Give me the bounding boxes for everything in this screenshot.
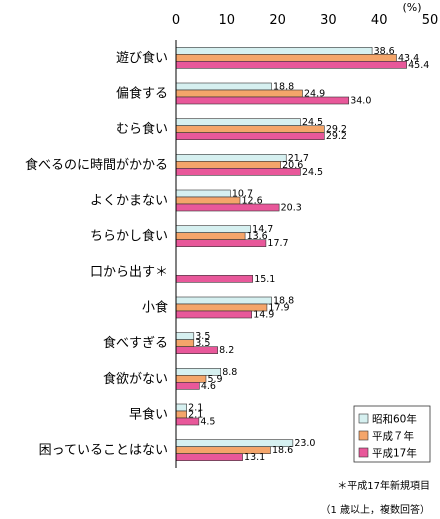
bar [175,239,267,247]
value-label: 4.6 [201,381,216,392]
value-label: 13.1 [244,452,265,463]
bar [175,61,407,69]
value-label: 17.7 [267,238,288,249]
category-label: むら食い [116,121,168,137]
bar [175,453,243,461]
x-tick-label: 0 [172,13,180,28]
category-label: よくかまない [90,194,168,209]
value-label: 14.9 [253,310,274,321]
legend-swatch [358,413,369,424]
value-label: 34.0 [350,96,371,107]
x-tick-label: 20 [269,13,286,28]
value-label: 18.8 [273,82,294,93]
bar [175,403,187,412]
legend-label: 平成17年 [372,447,417,460]
bar [175,296,272,305]
value-label: 24.5 [302,167,323,178]
x-axis-ticks: 0 10 20 30 40 50 [172,13,438,28]
value-label: 24.5 [302,117,323,128]
bar [175,196,241,205]
value-label: 2.1 [188,410,203,421]
bar [175,310,252,319]
category-label: 小食 [142,300,168,316]
unit-label: (%) [402,1,421,14]
value-label: 20.3 [281,203,302,214]
bar [175,82,272,91]
value-label: 38.6 [374,46,395,57]
value-label: 14.7 [252,224,273,235]
bar [175,54,397,62]
bar [175,203,280,212]
note-new-item: ＊平成17年新規項目 [337,479,430,492]
x-tick-label: 30 [320,13,337,28]
value-label: 12.6 [242,196,263,207]
value-label: 8.2 [219,345,234,356]
category-label: ちらかし食い [90,228,168,244]
value-label: 45.4 [408,60,429,71]
bar [175,89,303,98]
legend-swatch [358,430,369,441]
value-label: 3.5 [195,338,210,349]
value-label: 3.5 [195,331,210,342]
value-label: 18.8 [273,296,294,307]
x-tick-label: 10 [219,13,236,28]
category-label: 偏食する [116,86,168,102]
category-label: 食べるのに時間がかかる [25,157,168,173]
category-label: 口から出す＊ [90,265,168,280]
value-label: 18.6 [272,445,293,456]
category-label: 食べすぎる [103,335,168,351]
value-label: 21.7 [288,153,309,164]
value-label: 17.9 [268,303,289,314]
value-label: 8.8 [222,367,237,378]
bar [175,96,350,105]
bar [175,154,287,162]
value-label: 24.9 [304,89,325,100]
bar [175,132,325,140]
bar [175,339,195,347]
bar [175,275,254,283]
legend-swatch [358,447,369,458]
bar [175,382,200,390]
bar [175,232,246,240]
note-respondents: （1 歳以上，複数回答） [320,503,430,516]
category-label: 早食い [129,407,168,423]
value-label: 29.2 [326,124,347,135]
value-label: 10.7 [232,189,253,200]
value-label: 43.4 [398,53,419,64]
value-label: 5.9 [207,374,222,385]
bar [175,417,200,426]
bar [175,118,301,126]
x-tick-label: 50 [422,13,439,28]
bar [175,125,325,133]
legend-label: 平成７年 [372,430,414,443]
bars-layer: 38.643.445.418.824.934.024.529.229.221.7… [175,46,429,463]
category-label: 食欲がない [103,371,168,387]
value-label: 15.1 [254,274,275,285]
bar [175,161,281,169]
value-label: 20.6 [282,160,303,171]
value-label: 23.0 [294,438,315,449]
bar [175,168,301,176]
bar [175,346,218,354]
value-label: 2.1 [188,403,203,414]
category-label: 困っていることはない [39,443,168,458]
bar [175,225,251,233]
value-label: 29.2 [326,131,347,142]
category-label: 遊び食い [116,50,168,66]
legend-label: 昭和60年 [372,413,417,426]
value-label: 13.6 [247,231,268,242]
x-tick-label: 40 [371,13,388,28]
value-label: 4.5 [200,417,215,428]
bar [175,47,373,55]
bar [175,410,187,419]
bar [175,189,231,198]
category-labels: 遊び食い偏食するむら食い食べるのに時間がかかるよくかまないちらかし食い口から出す… [25,50,168,458]
bar [175,332,195,340]
